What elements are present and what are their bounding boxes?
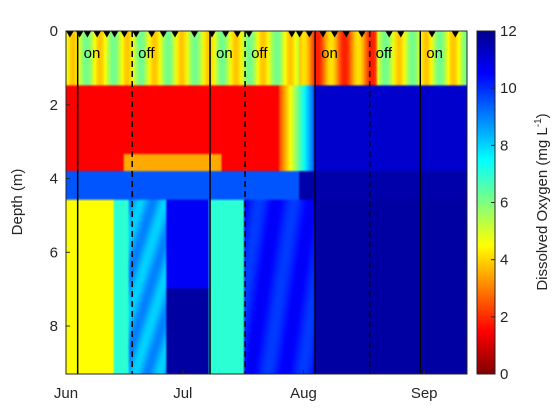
x-tick-label-3: Aug (290, 385, 317, 402)
sampling-marker-10 (159, 31, 167, 38)
y-tick-label-1: 0 (50, 23, 58, 40)
y-tick-label-3: 4 (50, 171, 58, 188)
sampling-marker-5 (103, 31, 111, 38)
sampling-marker-26 (428, 31, 436, 38)
colorbar-title: Dissolved Oxygen (mg L-1) (533, 113, 551, 290)
phase-label-1: on (84, 45, 101, 62)
sampling-marker-8 (132, 31, 140, 38)
y-axis: 0 2 4 6 8 (50, 23, 70, 335)
sampling-markers (66, 31, 459, 38)
x-axis: Jun Jul Aug Sep (54, 370, 438, 402)
sampling-marker-17 (288, 31, 296, 38)
colorbar-tick-label-2: 2 (500, 309, 508, 326)
sampling-marker-24 (385, 31, 393, 38)
colorbar-tick-label-6: 10 (500, 80, 517, 97)
phase-label-4: off (251, 45, 268, 62)
phase-label-7: on (426, 45, 443, 62)
colorbar-title-end: ) (534, 113, 551, 118)
x-tick-label-2: Jul (173, 385, 192, 402)
sampling-marker-11 (171, 31, 179, 38)
sampling-marker-1 (66, 31, 74, 38)
sampling-marker-13 (208, 31, 216, 38)
sampling-marker-14 (222, 31, 230, 38)
sampling-marker-18 (296, 31, 304, 38)
sampling-marker-12 (190, 31, 198, 38)
sampling-marker-19 (305, 31, 313, 38)
phase-label-6: off (376, 45, 393, 62)
phase-label-3: on (216, 45, 233, 62)
sampling-marker-15 (233, 31, 241, 38)
colorbar: 0 2 4 6 8 10 12 Dissolved Oxygen (mg L-1) (476, 23, 551, 383)
sampling-marker-21 (331, 31, 339, 38)
sampling-marker-4 (93, 31, 101, 38)
sampling-marker-16 (245, 31, 253, 38)
colorbar-tick-label-3: 4 (500, 252, 508, 269)
y-tick-label-4: 6 (50, 244, 58, 261)
phase-boundary-lines (76, 31, 422, 374)
colorbar-title-text: Dissolved Oxygen (mg L (534, 127, 551, 290)
phase-label-2: off (138, 45, 155, 62)
colorbar-tick-label-5: 8 (500, 137, 508, 154)
plot-frame (65, 30, 468, 375)
colorbar-tick-label-1: 0 (500, 366, 508, 383)
sampling-marker-27 (451, 31, 459, 38)
heatmap-image (66, 31, 467, 374)
y-tick-label-5: 8 (50, 318, 58, 335)
sampling-marker-20 (319, 31, 327, 38)
x-tick-label-1: Jun (54, 385, 78, 402)
sampling-marker-6 (111, 31, 119, 38)
y-tick-label-2: 2 (50, 97, 58, 114)
sampling-marker-9 (148, 31, 156, 38)
colorbar-title-superscript: -1 (533, 118, 544, 127)
sampling-marker-2 (76, 31, 84, 38)
colorbar-tick-label-7: 12 (500, 23, 517, 40)
colorbar-tick-label-4: 6 (500, 195, 508, 212)
phase-labels: on off on off on off on (84, 45, 443, 62)
phase-label-5: on (321, 45, 338, 62)
sampling-marker-7 (120, 31, 128, 38)
y-axis-title: Depth (m) (9, 169, 26, 236)
sampling-marker-22 (342, 31, 350, 38)
x-tick-label-4: Sep (411, 385, 438, 402)
colorbar-ticks: 0 2 4 6 8 10 12 (491, 23, 517, 383)
sampling-marker-25 (397, 31, 405, 38)
sampling-marker-3 (83, 31, 91, 38)
heatmap-field (66, 31, 467, 374)
sampling-marker-23 (358, 31, 366, 38)
